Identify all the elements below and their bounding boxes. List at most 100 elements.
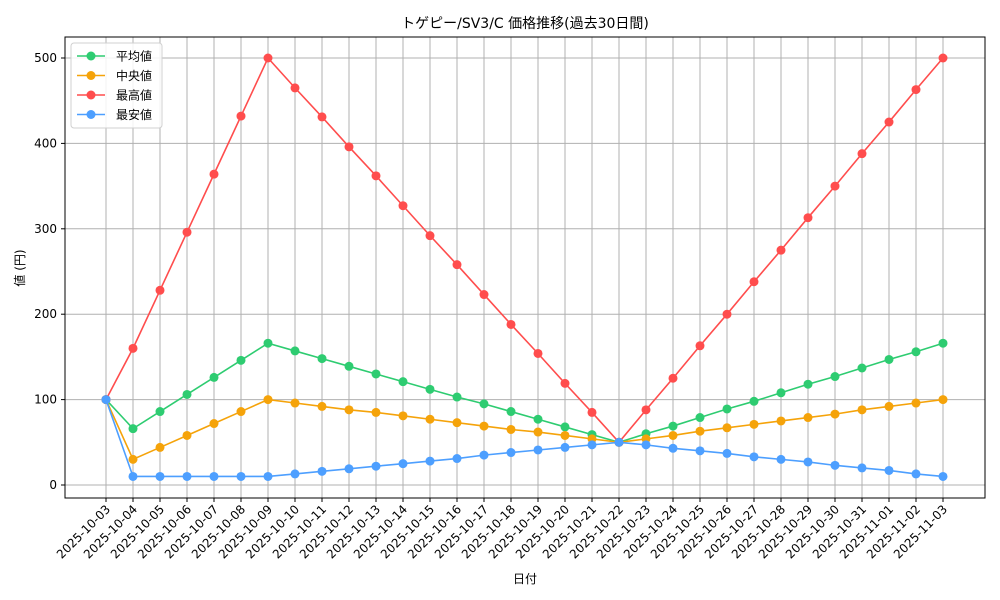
data-point — [182, 430, 192, 440]
y-tick-label: 400 — [34, 136, 57, 150]
data-point — [398, 377, 408, 387]
data-point — [317, 466, 327, 476]
legend-marker-icon — [86, 51, 96, 61]
data-point — [317, 401, 327, 411]
data-point — [749, 277, 759, 287]
data-point — [452, 260, 462, 270]
legend-marker-icon — [86, 110, 96, 119]
data-point — [371, 407, 381, 417]
data-point — [776, 416, 786, 426]
data-point — [695, 341, 705, 351]
data-point — [695, 413, 705, 423]
data-point — [290, 83, 300, 93]
data-point — [587, 407, 597, 417]
y-axis-label: 値 (円) — [12, 249, 27, 286]
legend-marker-icon — [86, 71, 96, 80]
data-point — [452, 392, 462, 402]
y-axis-ticks: 0 100 200 300 400 500 — [34, 51, 65, 492]
data-point — [749, 396, 759, 406]
series-layer — [101, 53, 948, 481]
legend-item: 中央値 — [77, 68, 152, 83]
data-point — [209, 419, 219, 429]
data-point — [398, 411, 408, 421]
data-point — [857, 149, 867, 159]
data-point — [938, 53, 948, 63]
legend-label: 中央値 — [116, 68, 152, 83]
data-point — [506, 407, 516, 417]
data-point — [803, 213, 813, 223]
data-point — [344, 464, 354, 474]
data-point — [803, 457, 813, 467]
data-point — [398, 459, 408, 469]
legend-label: 最安値 — [116, 107, 152, 122]
data-point — [128, 424, 138, 434]
data-point — [452, 418, 462, 428]
data-point — [911, 469, 921, 479]
legend-item: 平均値 — [77, 49, 152, 64]
data-point — [884, 117, 894, 127]
data-point — [263, 338, 273, 348]
data-point — [155, 407, 165, 417]
data-point — [209, 372, 219, 382]
x-axis-label: 日付 — [513, 572, 537, 586]
data-point — [101, 395, 111, 405]
data-point — [938, 395, 948, 405]
data-point — [425, 414, 435, 424]
data-point — [317, 112, 327, 122]
data-point — [776, 388, 786, 398]
data-point — [371, 369, 381, 379]
y-tick-label: 200 — [34, 307, 57, 321]
data-point — [371, 461, 381, 471]
data-point — [155, 442, 165, 452]
series-中央値 — [101, 395, 948, 464]
data-point — [371, 171, 381, 181]
data-point — [479, 421, 489, 431]
data-point — [911, 347, 921, 357]
data-point — [182, 227, 192, 237]
data-point — [182, 389, 192, 399]
data-point — [857, 363, 867, 373]
data-point — [479, 399, 489, 409]
data-point — [884, 401, 894, 411]
data-point — [533, 427, 543, 437]
data-point — [425, 456, 435, 466]
chart-title: トゲピー/SV3/C 価格推移(過去30日間) — [401, 16, 649, 32]
x-axis-ticks: 2025-10-032025-10-042025-10-052025-10-06… — [54, 498, 950, 561]
data-point — [722, 448, 732, 458]
data-point — [263, 395, 273, 405]
data-point — [803, 413, 813, 423]
y-tick-label: 500 — [34, 51, 57, 65]
data-point — [236, 471, 246, 481]
data-point — [209, 471, 219, 481]
y-tick-label: 300 — [34, 222, 57, 236]
data-point — [830, 181, 840, 191]
data-point — [317, 354, 327, 364]
y-tick-label: 100 — [34, 393, 57, 407]
data-point — [155, 471, 165, 481]
data-point — [830, 409, 840, 419]
legend-box — [70, 42, 163, 129]
data-point — [938, 471, 948, 481]
data-point — [290, 346, 300, 356]
data-point — [560, 378, 570, 388]
data-point — [884, 354, 894, 364]
data-point — [506, 424, 516, 434]
series-平均値 — [101, 338, 948, 447]
legend-label: 最高値 — [116, 88, 152, 103]
data-point — [290, 398, 300, 408]
data-point — [290, 469, 300, 479]
data-point — [398, 201, 408, 211]
data-point — [128, 454, 138, 464]
data-point — [803, 379, 813, 389]
data-point — [830, 460, 840, 470]
data-point — [641, 440, 651, 450]
legend-marker-icon — [86, 90, 96, 100]
data-point — [128, 343, 138, 353]
data-point — [884, 465, 894, 475]
data-point — [695, 426, 705, 436]
data-point — [857, 463, 867, 473]
data-point — [128, 471, 138, 481]
data-point — [452, 454, 462, 464]
data-point — [857, 405, 867, 415]
